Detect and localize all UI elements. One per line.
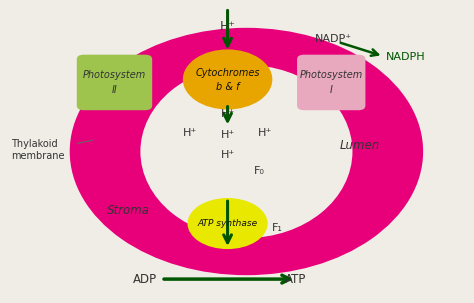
Text: b & f: b & f (216, 82, 239, 92)
Ellipse shape (23, 0, 470, 303)
Text: F₁: F₁ (273, 223, 283, 233)
FancyBboxPatch shape (77, 55, 152, 110)
Ellipse shape (140, 65, 353, 238)
Text: H⁺: H⁺ (220, 109, 235, 119)
Text: H⁺: H⁺ (183, 128, 197, 138)
Text: ADP: ADP (133, 273, 157, 286)
Text: Thylakoid
membrane: Thylakoid membrane (11, 139, 64, 161)
Text: II: II (111, 85, 118, 95)
Ellipse shape (70, 28, 423, 275)
Text: NADPH: NADPH (385, 52, 425, 62)
Text: Lumen: Lumen (339, 139, 380, 152)
Text: H⁺: H⁺ (220, 130, 235, 140)
Text: Photosystem: Photosystem (83, 70, 146, 80)
Text: I: I (330, 85, 333, 95)
Text: H⁺: H⁺ (258, 128, 273, 138)
Text: NADP⁺: NADP⁺ (315, 34, 352, 44)
Text: H⁺: H⁺ (220, 149, 235, 159)
FancyBboxPatch shape (297, 55, 365, 110)
Text: ATP synthase: ATP synthase (198, 219, 258, 228)
Text: Stroma: Stroma (107, 204, 150, 217)
Text: Photosystem: Photosystem (300, 70, 363, 80)
Text: F₀: F₀ (254, 166, 264, 176)
Text: H⁺: H⁺ (219, 20, 236, 33)
Ellipse shape (183, 49, 273, 109)
Text: Cytochromes: Cytochromes (195, 68, 260, 78)
Ellipse shape (188, 198, 268, 249)
Text: ATP: ATP (285, 273, 307, 286)
